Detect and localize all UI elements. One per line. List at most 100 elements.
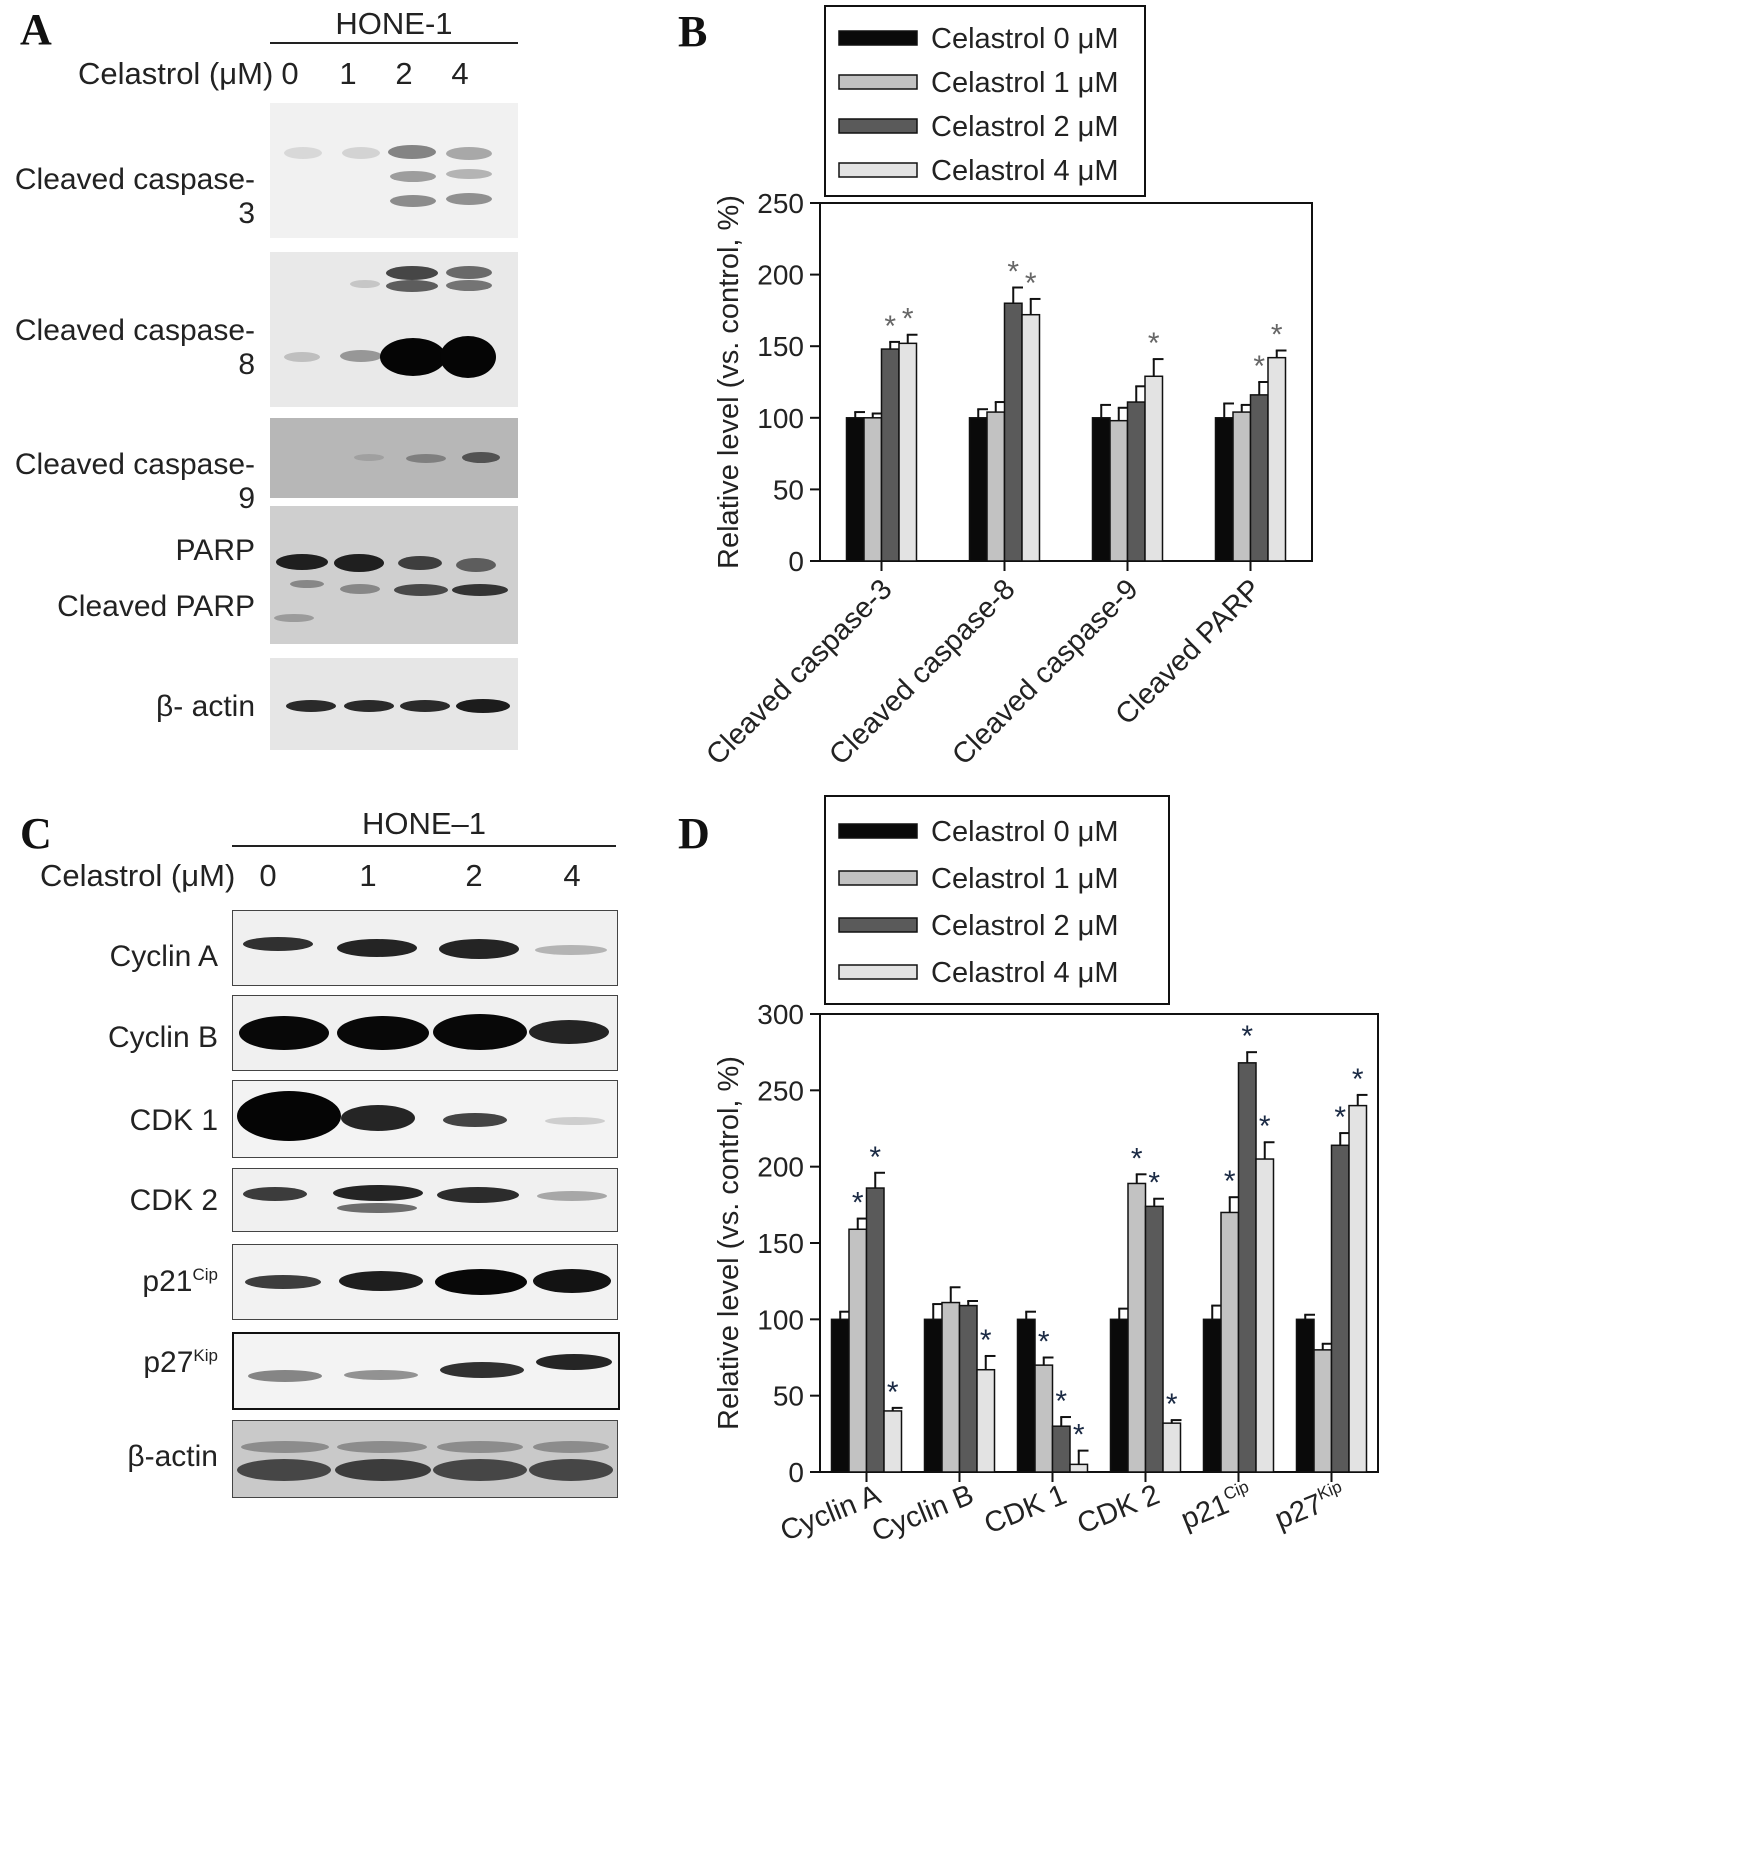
bar-2-0 [1016,1318,1036,1473]
band [337,1203,417,1213]
panel-c-header-rule [232,845,616,847]
band [334,554,384,572]
x-category-label-1: Cyclin B [868,1479,979,1549]
band [398,556,442,570]
panel-c-conc-label: Celastrol (μM) [40,858,236,893]
band [446,280,492,291]
chart-d: Celastrol 0 μM Celastrol 1 μM Celastrol 2 … [713,795,1379,1549]
significance-star-0-2: * [884,310,896,343]
bar-1-3 [1021,313,1041,562]
row-label-cyclin-b: Cyclin B [0,1021,218,1055]
band [390,171,436,182]
x-category-label-3: CDK 2 [1073,1479,1164,1541]
row-label-text: CDK 2 [129,1184,218,1217]
blot-parp [270,506,518,644]
legend-swatch-3 [838,162,918,178]
band [439,939,519,959]
significance-star-5-3: * [1352,1063,1364,1096]
band [248,1370,322,1382]
band [446,169,492,179]
band [433,1014,527,1050]
significance-star-3-3: * [1271,318,1283,351]
bar-4-3 [1255,1158,1275,1473]
band [344,700,394,712]
band [237,1459,331,1481]
legend-label-3: Celastrol 4 μM [931,957,1119,989]
band [239,1016,329,1050]
blot-cyclin-a [232,910,618,986]
legend-label-0: Celastrol 0 μM [931,23,1119,55]
bar-2-2 [1126,401,1146,562]
band [443,1113,507,1127]
bar-5-1 [1313,1349,1333,1473]
band [335,1459,431,1481]
y-axis-label: Relative level (vs. control, %) [713,1056,745,1430]
bar-2-2 [1051,1425,1071,1473]
band [337,1441,427,1453]
bar-0-3 [898,342,918,562]
band [284,147,322,159]
band [274,614,314,622]
row-label-sup: Cip [192,1265,218,1284]
band [545,1117,605,1125]
row-label-beta-actin-a: β- actin [156,690,255,723]
band [456,558,496,572]
significance-star-4-2: * [1241,1020,1253,1053]
row-label-cleaved-caspase-9: Cleaved caspase-9 [14,448,255,515]
y-tick-label-2: 100 [757,1304,804,1335]
bar-3-3 [1162,1422,1182,1473]
band [446,266,492,279]
band [437,1187,519,1203]
bar-0-2 [865,1187,885,1473]
significance-star-2-2: * [1055,1385,1067,1418]
band [290,580,324,588]
significance-star-1-3: * [980,1324,992,1357]
row-label-text: Cyclin A [109,940,218,973]
bar-0-3 [883,1410,903,1473]
significance-star-5-2: * [1334,1101,1346,1134]
bar-2-1 [1034,1364,1054,1473]
row-label-text: CDK 1 [129,1104,218,1137]
significance-star-2-3: * [1073,1419,1085,1452]
row-label-cleaved-parp: Cleaved PARP [57,590,255,623]
bar-5-2 [1330,1144,1350,1473]
legend-swatch-2 [838,118,918,134]
significance-star-3-3: * [1166,1388,1178,1421]
significance-star-3-1: * [1131,1142,1143,1175]
bar-1-2 [958,1304,978,1473]
row-label-cleaved-caspase-8: Cleaved caspase-8 [14,314,255,381]
band [456,699,510,713]
band [406,454,446,463]
band [452,584,508,596]
significance-star-0-1: * [852,1187,864,1220]
band [340,584,380,594]
legend-label-1: Celastrol 1 μM [931,67,1119,99]
legend-swatch-1 [838,870,918,886]
panel-a-header-rule [270,42,518,44]
x-category-sup-5: Kip [1315,1477,1345,1504]
band [276,554,328,570]
legend-label-0: Celastrol 0 μM [931,816,1119,848]
panel-a-lane-0: 0 [281,56,299,91]
band [350,280,380,288]
row-label-cleaved-caspase-3: Cleaved caspase-3 [14,163,255,230]
bar-2-0 [1091,417,1111,562]
band [340,350,382,362]
row-label-text: p21 [142,1265,193,1298]
x-category-label-5: p27Kip [1270,1477,1350,1536]
row-label-text: β-actin [127,1440,218,1473]
band [337,1016,429,1050]
panel-label-a: A [20,5,52,54]
significance-star-2-1: * [1038,1326,1050,1359]
significance-star-1-2: * [1007,255,1019,288]
band [536,1354,612,1370]
bar-0-2 [880,348,900,562]
band [337,939,417,957]
band [440,336,496,378]
panel-label-b: B [678,7,708,56]
band [333,1185,423,1201]
y-tick-label-4: 200 [757,260,804,291]
bar-0-0 [845,417,865,562]
band [433,1459,527,1481]
band [535,945,607,955]
